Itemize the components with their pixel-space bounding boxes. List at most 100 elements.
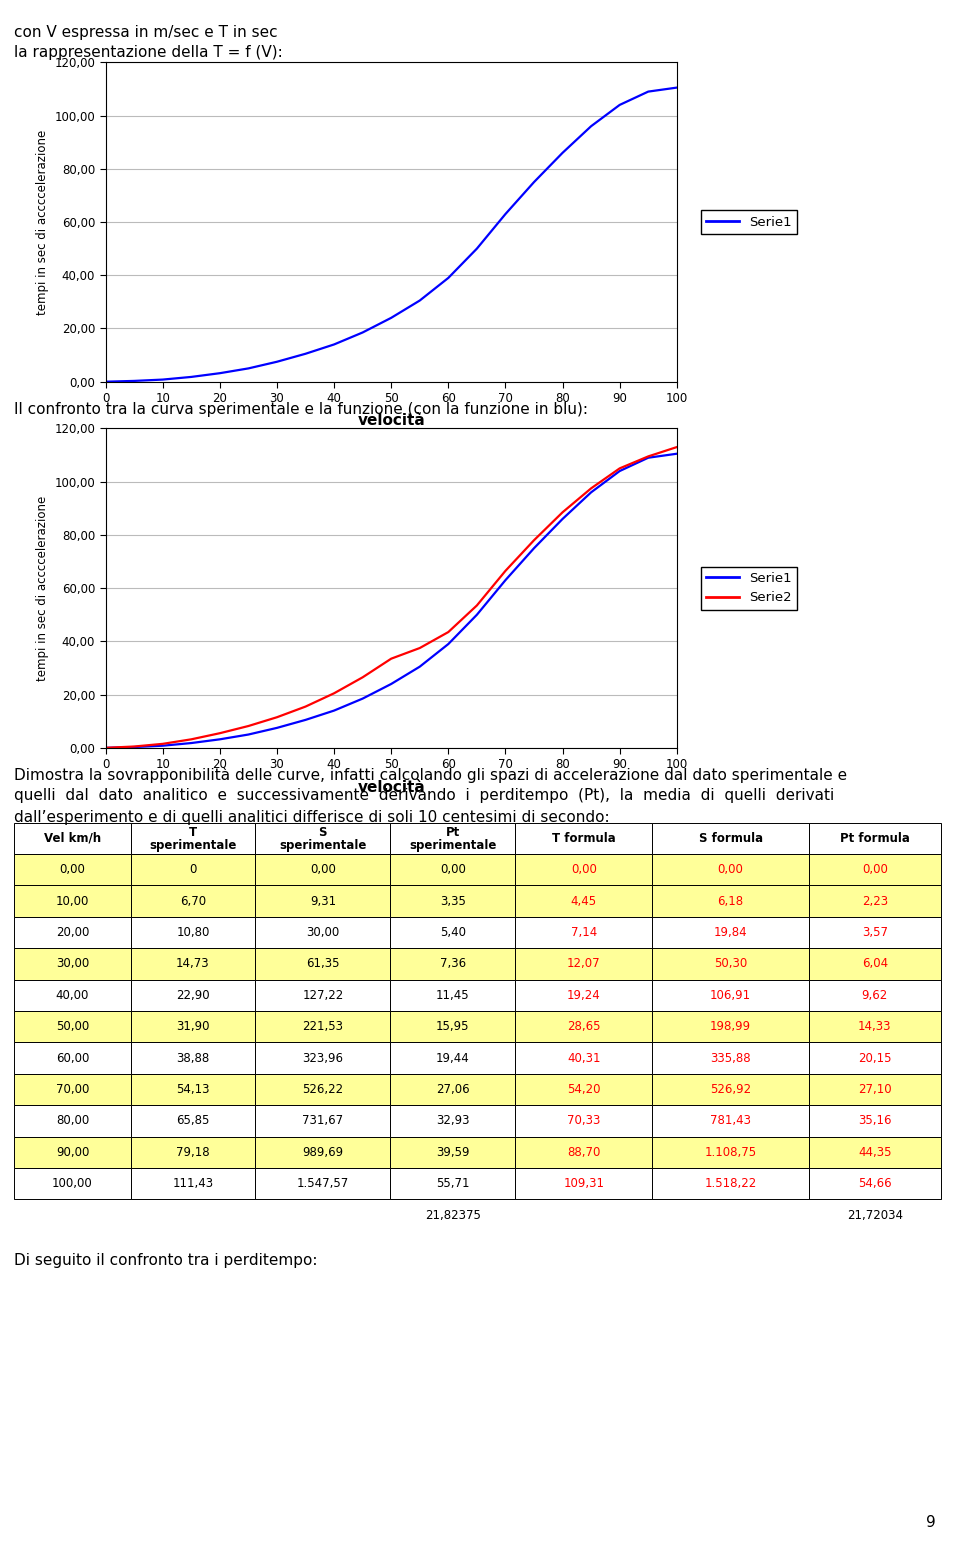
Text: 19,24: 19,24 [567, 989, 601, 1002]
Text: 323,96: 323,96 [302, 1052, 344, 1064]
Text: Pt: Pt [445, 826, 460, 838]
Text: 21,72034: 21,72034 [847, 1209, 902, 1221]
Bar [391, 916, 516, 949]
Text: 3,35: 3,35 [440, 894, 466, 908]
Text: 7,14: 7,14 [570, 925, 597, 939]
Y-axis label: tempi in sec di accccelerazione: tempi in sec di accccelerazione [36, 129, 49, 315]
Bar [391, 1105, 516, 1137]
Text: 0: 0 [189, 863, 197, 876]
Bar [255, 949, 391, 980]
Text: 20,00: 20,00 [56, 925, 89, 939]
Text: 20,15: 20,15 [858, 1052, 892, 1064]
Text: S formula: S formula [699, 832, 762, 844]
Bar [808, 1105, 941, 1137]
Text: sperimentale: sperimentale [409, 838, 496, 852]
Text: Vel km/h: Vel km/h [44, 832, 101, 844]
Bar [14, 1073, 131, 1105]
Text: 9,62: 9,62 [862, 989, 888, 1002]
Text: 19,44: 19,44 [436, 1052, 469, 1064]
Text: 526,92: 526,92 [710, 1083, 751, 1095]
Bar [131, 1137, 255, 1168]
Bar [255, 885, 391, 916]
Text: 54,20: 54,20 [567, 1083, 601, 1095]
Bar [131, 823, 255, 854]
Bar [14, 1105, 131, 1137]
Bar [14, 1011, 131, 1042]
Bar [255, 1105, 391, 1137]
Bar [391, 980, 516, 1011]
Bar [653, 823, 808, 854]
Text: 79,18: 79,18 [176, 1145, 209, 1159]
Bar [131, 916, 255, 949]
Bar [516, 1042, 653, 1073]
Legend: Serie1: Serie1 [701, 210, 797, 234]
Bar [808, 854, 941, 885]
Bar [131, 980, 255, 1011]
Legend: Serie1, Serie2: Serie1, Serie2 [701, 567, 797, 609]
Text: 6,04: 6,04 [862, 958, 888, 971]
Text: 22,90: 22,90 [176, 989, 209, 1002]
Text: 90,00: 90,00 [56, 1145, 89, 1159]
Bar [131, 854, 255, 885]
Text: 50,30: 50,30 [714, 958, 747, 971]
Text: 30,00: 30,00 [306, 925, 340, 939]
Bar [653, 916, 808, 949]
X-axis label: velocità: velocità [357, 779, 425, 795]
Bar [391, 1168, 516, 1200]
Bar [516, 1011, 653, 1042]
Bar [255, 1073, 391, 1105]
Bar [808, 1011, 941, 1042]
Text: 54,13: 54,13 [177, 1083, 209, 1095]
Text: 781,43: 781,43 [710, 1114, 751, 1128]
Bar [14, 916, 131, 949]
Text: T formula: T formula [552, 832, 615, 844]
Bar [653, 854, 808, 885]
Bar [14, 1137, 131, 1168]
Text: 14,73: 14,73 [176, 958, 209, 971]
Text: 989,69: 989,69 [302, 1145, 344, 1159]
Bar [131, 1105, 255, 1137]
Bar [516, 854, 653, 885]
Bar [516, 823, 653, 854]
Text: 0,00: 0,00 [862, 863, 888, 876]
Text: 0,00: 0,00 [718, 863, 744, 876]
Bar [516, 949, 653, 980]
Text: 221,53: 221,53 [302, 1020, 344, 1033]
Text: 109,31: 109,31 [564, 1178, 604, 1190]
Text: 198,99: 198,99 [710, 1020, 751, 1033]
Bar [653, 949, 808, 980]
Bar [255, 980, 391, 1011]
X-axis label: velocità: velocità [357, 413, 425, 428]
Text: 44,35: 44,35 [858, 1145, 892, 1159]
Bar [516, 1168, 653, 1200]
Bar [808, 1137, 941, 1168]
Bar [516, 1137, 653, 1168]
Text: 54,66: 54,66 [858, 1178, 892, 1190]
Text: 1.108,75: 1.108,75 [705, 1145, 756, 1159]
Text: 1.547,57: 1.547,57 [297, 1178, 349, 1190]
Bar [14, 1168, 131, 1200]
Text: dall’esperimento e di quelli analitici differisce di soli 10 centesimi di second: dall’esperimento e di quelli analitici d… [14, 810, 610, 826]
Bar [14, 1042, 131, 1073]
Bar [653, 885, 808, 916]
Bar [808, 1042, 941, 1073]
Bar [255, 1042, 391, 1073]
Bar [255, 1168, 391, 1200]
Bar [391, 885, 516, 916]
Text: 14,33: 14,33 [858, 1020, 892, 1033]
Text: 39,59: 39,59 [436, 1145, 469, 1159]
Bar [653, 1105, 808, 1137]
Text: 0,00: 0,00 [60, 863, 85, 876]
Bar [653, 1073, 808, 1105]
Text: 28,65: 28,65 [567, 1020, 601, 1033]
Text: quelli  dal  dato  analitico  e  successivamente  derivando  i  perditempo  (Pt): quelli dal dato analitico e successivame… [14, 788, 834, 804]
Bar [131, 1042, 255, 1073]
Bar [391, 1042, 516, 1073]
Text: 11,45: 11,45 [436, 989, 469, 1002]
Bar [653, 1168, 808, 1200]
Bar [255, 1011, 391, 1042]
Text: sperimentale: sperimentale [149, 838, 236, 852]
Text: 731,67: 731,67 [302, 1114, 344, 1128]
Text: 55,71: 55,71 [436, 1178, 469, 1190]
Text: 19,84: 19,84 [714, 925, 748, 939]
